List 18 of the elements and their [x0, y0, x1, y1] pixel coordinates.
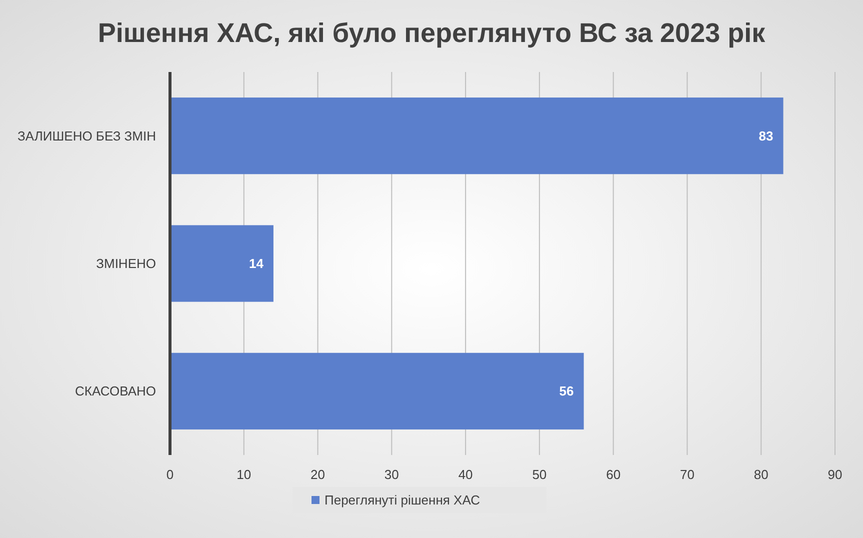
- data-label: 14: [248, 256, 264, 272]
- y-tick-label: ЗМІНЕНО: [96, 256, 156, 272]
- data-label: 83: [758, 128, 774, 144]
- legend-label: Переглянуті рішення ХАС: [324, 492, 480, 508]
- x-tick-label: 0: [166, 467, 174, 482]
- x-tick-label: 70: [680, 467, 694, 482]
- x-tick-label: 90: [828, 467, 842, 482]
- y-tick-label: СКАСОВАНО: [75, 384, 156, 399]
- x-tick-label: 50: [532, 467, 547, 482]
- x-tick-label: 10: [236, 467, 252, 482]
- chart-title: Рішення ХАС, які було переглянуто ВС за 2023 рік: [98, 18, 766, 48]
- data-label: 56: [559, 384, 574, 399]
- x-tick-label: 20: [310, 467, 326, 482]
- x-tick-label: 30: [384, 467, 399, 482]
- x-tick-label: 40: [458, 467, 473, 482]
- x-tick-label: 60: [606, 467, 621, 482]
- x-tick-label: 80: [754, 467, 768, 482]
- y-tick-label: ЗАЛИШЕНО БЕЗ ЗМІН: [18, 128, 156, 144]
